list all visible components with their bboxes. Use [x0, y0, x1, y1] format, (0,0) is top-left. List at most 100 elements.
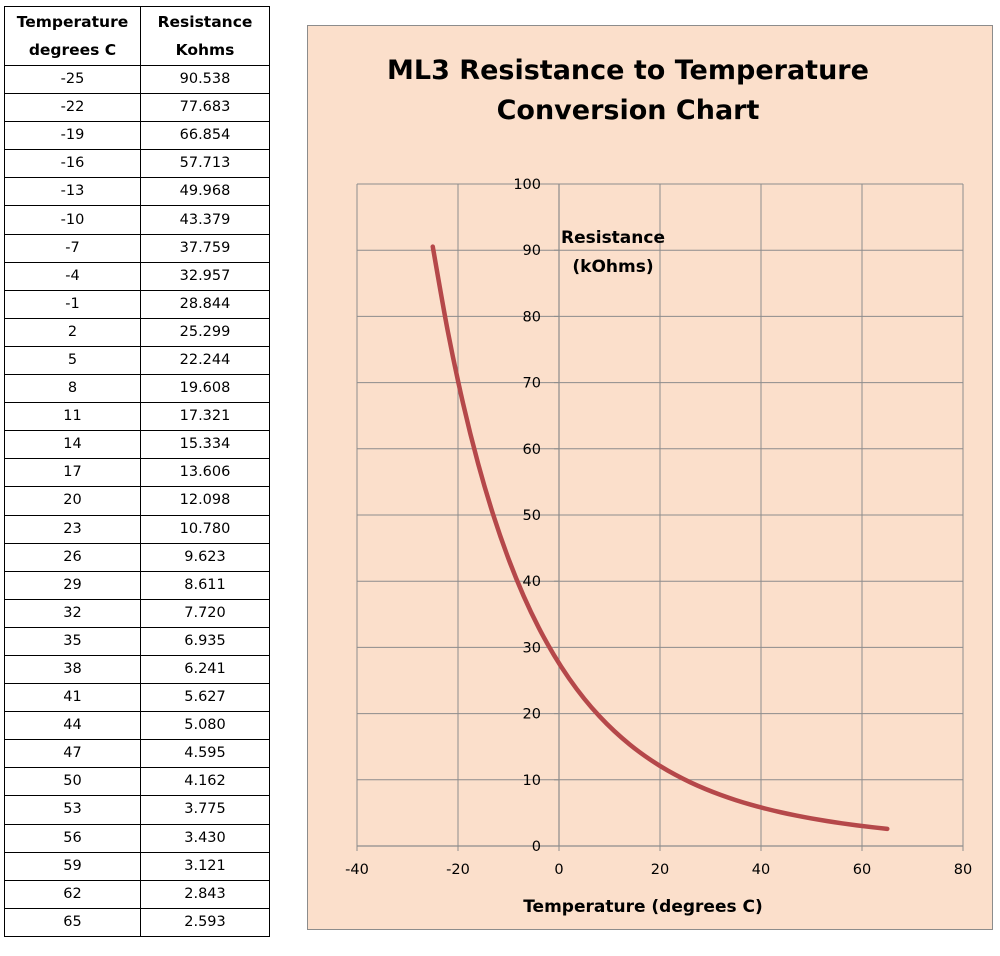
table-row: 20 12.098	[4, 486, 270, 516]
cell-resistance: 15.334	[140, 430, 270, 460]
table-row: -19 66.854	[4, 121, 270, 151]
chart-svg: 0 10 20 30 40 50 60 70 80 90 100 -40 -20 0 20 40 60 80 ML…	[345, 55, 972, 917]
table-row: -13 49.968	[4, 177, 270, 207]
y-axis-label-line2: (kOhms)	[572, 257, 653, 277]
cell-temperature: 44	[4, 711, 141, 741]
cell-resistance: 90.538	[140, 64, 270, 95]
x-tick-label: 80	[954, 862, 972, 878]
cell-resistance: 3.430	[140, 823, 270, 853]
y-tick-label: 40	[523, 574, 541, 590]
cell-temperature: -7	[4, 233, 141, 263]
table-row: 17 13.606	[4, 458, 270, 488]
table-row: 50 4.162	[4, 767, 270, 797]
table-row: -16 57.713	[4, 149, 270, 179]
cell-resistance: 5.627	[140, 683, 270, 713]
y-tick-label: 0	[532, 839, 541, 855]
cell-temperature: 50	[4, 767, 141, 797]
table-body: -25 90.538 -22 77.683 -19 66.854 -16 57.713 -13 4…	[4, 64, 270, 937]
cell-temperature: 29	[4, 570, 141, 600]
cell-resistance: 19.608	[140, 374, 270, 404]
cell-temperature: 14	[4, 430, 141, 460]
table-row: 65 2.593	[4, 907, 270, 937]
table-row: 11 17.321	[4, 402, 270, 432]
y-tick-label: 10	[523, 773, 541, 789]
cell-temperature: 32	[4, 598, 141, 628]
cell-temperature: 26	[4, 542, 141, 572]
cell-resistance: 5.080	[140, 711, 270, 741]
cell-resistance: 25.299	[140, 317, 270, 347]
table-row: 29 8.611	[4, 570, 270, 600]
cell-temperature: -16	[4, 149, 141, 179]
table-row: -1 28.844	[4, 289, 270, 319]
table-row: -25 90.538	[4, 64, 270, 95]
table-row: 59 3.121	[4, 851, 270, 881]
header-temperature: Temperature degrees C	[4, 6, 141, 66]
cell-temperature: 47	[4, 739, 141, 769]
y-tick-label: 50	[523, 508, 541, 524]
cell-resistance: 17.321	[140, 402, 270, 432]
cell-temperature: 41	[4, 683, 141, 713]
x-tick-label: -40	[345, 862, 369, 878]
y-tick-label: 80	[523, 309, 541, 325]
table-row: 32 7.720	[4, 598, 270, 628]
header-resistance: Resistance Kohms	[140, 6, 270, 66]
cell-resistance: 37.759	[140, 233, 270, 263]
cell-resistance: 6.241	[140, 654, 270, 685]
y-tick-label: 30	[523, 640, 541, 656]
data-table: Temperature degrees C Resistance Kohms -…	[4, 6, 270, 937]
table-row: 41 5.627	[4, 683, 270, 713]
table-row: 62 2.843	[4, 879, 270, 909]
cell-resistance: 10.780	[140, 514, 270, 544]
table-row: 38 6.241	[4, 654, 270, 685]
x-tick-label: 0	[554, 862, 563, 878]
cell-temperature: -10	[4, 205, 141, 235]
table-row: 2 25.299	[4, 317, 270, 347]
cell-resistance: 2.593	[140, 907, 270, 937]
x-tick-label: 20	[651, 862, 669, 878]
series-line	[430, 244, 890, 832]
cell-temperature: 35	[4, 626, 141, 656]
table-row: -10 43.379	[4, 205, 270, 235]
cell-temperature: 5	[4, 345, 141, 376]
cell-resistance: 66.854	[140, 121, 270, 151]
cell-resistance: 77.683	[140, 93, 270, 123]
cell-resistance: 3.775	[140, 795, 270, 825]
header-resistance-line2: Kohms	[175, 41, 235, 59]
cell-temperature: -22	[4, 93, 141, 123]
table-row: 5 22.244	[4, 345, 270, 376]
cell-temperature: 11	[4, 402, 141, 432]
chart-panel: 0 10 20 30 40 50 60 70 80 90 100 -40 -20 0 20 40 60 80 ML…	[307, 25, 993, 930]
cell-resistance: 3.121	[140, 851, 270, 881]
chart-title-line1: ML3 Resistance to Temperature	[387, 55, 869, 86]
cell-resistance: 12.098	[140, 486, 270, 516]
table-row: 53 3.775	[4, 795, 270, 825]
tick-layer: 0 10 20 30 40 50 60 70 80 90 100 -40 -20 0 20 40 60 80	[345, 177, 972, 878]
cell-temperature: 20	[4, 486, 141, 516]
header-temperature-line2: degrees C	[28, 41, 117, 59]
x-axis-label: Temperature (degrees C)	[523, 897, 763, 917]
header-temperature-line1: Temperature	[16, 13, 129, 31]
y-tick-label: 60	[523, 442, 541, 458]
cell-temperature: 59	[4, 851, 141, 881]
cell-temperature: 2	[4, 317, 141, 347]
cell-resistance: 7.720	[140, 598, 270, 628]
cell-temperature: 8	[4, 374, 141, 404]
table-row: -7 37.759	[4, 233, 270, 263]
table-row: 56 3.430	[4, 823, 270, 853]
cell-temperature: -13	[4, 177, 141, 207]
y-axis-label-line1: Resistance	[561, 228, 665, 248]
cell-resistance: 32.957	[140, 261, 270, 291]
cell-resistance: 43.379	[140, 205, 270, 235]
cell-resistance: 4.595	[140, 739, 270, 769]
cell-resistance: 9.623	[140, 542, 270, 572]
cell-temperature: -4	[4, 261, 141, 291]
table-header-row: Temperature degrees C Resistance Kohms	[4, 6, 270, 66]
cell-temperature: 53	[4, 795, 141, 825]
cell-temperature: 38	[4, 654, 141, 685]
table-row: -22 77.683	[4, 93, 270, 123]
x-tick-label: 40	[752, 862, 770, 878]
cell-resistance: 6.935	[140, 626, 270, 656]
table-row: 44 5.080	[4, 711, 270, 741]
cell-temperature: 56	[4, 823, 141, 853]
table-row: 8 19.608	[4, 374, 270, 404]
